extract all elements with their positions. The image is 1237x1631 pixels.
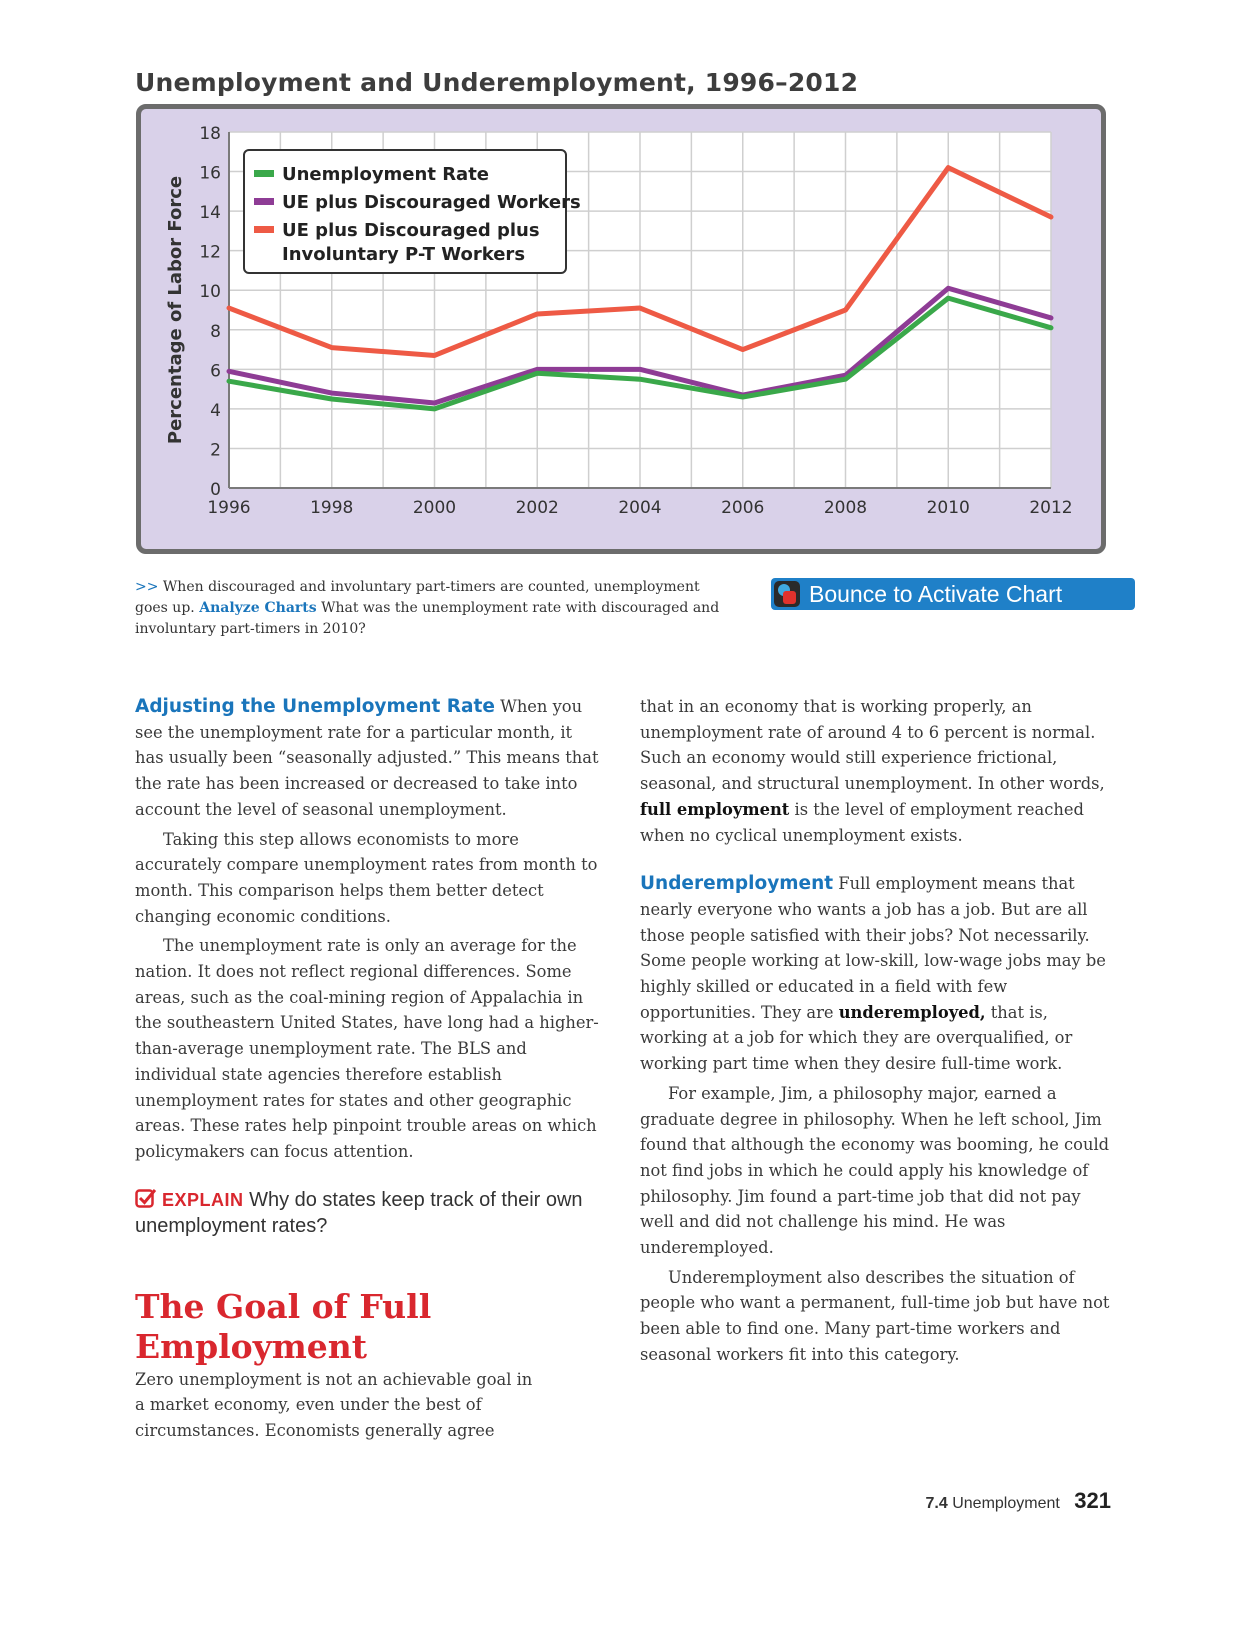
caption-question: What was the unemployment rate with disc…: [135, 600, 720, 637]
left-column: Adjusting the Unemployment Rate When you…: [135, 694, 605, 1444]
section-heading-adjusting: Adjusting the Unemployment Rate: [135, 696, 495, 717]
footer-section-number: 7.4: [925, 1495, 948, 1512]
x-tick-label: 2012: [1029, 498, 1072, 518]
y-tick-label: 16: [199, 164, 221, 184]
y-tick-label: 14: [199, 203, 221, 223]
x-tick-label: 2000: [413, 498, 456, 518]
x-tick-label: 2002: [516, 498, 559, 518]
section-heading-underemployment: Underemployment: [640, 873, 834, 895]
legend-swatch: [254, 198, 274, 205]
left-paragraph-2: Taking this step allows economists to mo…: [135, 829, 598, 926]
series-line-3: [226, 165, 1054, 358]
y-axis-label: Percentage of Labor Force: [165, 176, 186, 444]
y-tick-label: 0: [210, 480, 221, 500]
y-tick-label: 4: [210, 401, 221, 421]
legend-box: [243, 149, 567, 274]
y-tick-label: 18: [199, 124, 221, 144]
explain-question: Why do states keep track of their own un…: [135, 1188, 583, 1237]
y-tick-label: 10: [199, 282, 221, 302]
term-underemployed: underemployed,: [838, 1002, 986, 1022]
legend-label: Involuntary P-T Workers: [282, 244, 525, 265]
right-paragraph-2: Underemployment Full employment means th…: [640, 871, 1110, 1077]
legend-label: UE plus Discouraged Workers: [282, 192, 581, 213]
underemployment-text-a: Full employment means that nearly everyo…: [640, 874, 1106, 1022]
y-tick-label: 6: [210, 361, 221, 381]
page-footer: 7.4 Unemployment 321: [926, 1488, 1111, 1514]
caption-arrows: >>: [135, 579, 159, 595]
legend-swatch: [254, 170, 274, 177]
right-p1-text-a: that in an economy that is working prope…: [640, 697, 1105, 794]
right-paragraph-4: Underemployment also describes the situa…: [640, 1267, 1110, 1364]
chart-title: Unemployment and Underemployment, 1996–2…: [135, 68, 859, 97]
goal-paragraph: Zero unemployment is not an achievable g…: [135, 1369, 533, 1441]
checkbox-check-icon: [135, 1188, 157, 1208]
x-tick-label: 1998: [310, 498, 353, 518]
series-line-1: [226, 295, 1054, 412]
goal-heading: The Goal of Full Employment: [135, 1286, 432, 1366]
right-paragraph-3: For example, Jim, a philosophy major, ea…: [640, 1083, 1110, 1258]
left-paragraph-1: Adjusting the Unemployment Rate When you…: [135, 694, 605, 823]
chart-caption: >> When discouraged and involuntary part…: [135, 577, 735, 640]
bounce-logo-icon: [774, 581, 800, 607]
analyze-charts-label: Analyze Charts: [199, 600, 317, 616]
right-p1-text-b: is the level of employment reached when …: [640, 799, 1084, 845]
bounce-activate-chart-button[interactable]: Bounce to Activate Chart: [771, 578, 1135, 610]
line-chart[interactable]: 0 2 4 6 8 10 12 14 16 18 1996 1998 2000 2002 2004 2006 2…: [136, 104, 1106, 554]
explain-prompt: EXPLAIN Why do states keep track of thei…: [135, 1187, 605, 1239]
x-tick-label: 1996: [207, 498, 250, 518]
right-column: that in an economy that is working prope…: [640, 694, 1110, 1368]
underemployment-text-b: that is, working at a job for which they…: [640, 1002, 1073, 1074]
footer-section-title: Unemployment: [952, 1495, 1060, 1512]
adjusting-text: When you see the unemployment rate for a…: [135, 697, 599, 819]
legend-label: Unemployment Rate: [282, 164, 489, 185]
x-tick-label: 2006: [721, 498, 764, 518]
caption-text: When discouraged and involuntary part-ti…: [135, 579, 700, 616]
x-tick-label: 2010: [927, 498, 970, 518]
right-paragraph-1: that in an economy that is working prope…: [640, 694, 1110, 848]
y-tick-label: 12: [199, 243, 221, 263]
bounce-button-label: Bounce to Activate Chart: [809, 580, 1063, 607]
legend-swatch: [254, 226, 274, 233]
term-full-employment: full employment: [640, 799, 790, 819]
left-paragraph-3: The unemployment rate is only an average…: [135, 936, 599, 1161]
x-tick-label: 2004: [618, 498, 661, 518]
y-tick-label: 2: [210, 440, 221, 460]
x-tick-label: 2008: [824, 498, 867, 518]
explain-label: EXPLAIN: [162, 1189, 244, 1210]
y-tick-label: 8: [210, 322, 221, 342]
page-number: 321: [1074, 1488, 1111, 1513]
series-line-2: [226, 285, 1054, 406]
legend-label: UE plus Discouraged plus: [282, 220, 540, 241]
